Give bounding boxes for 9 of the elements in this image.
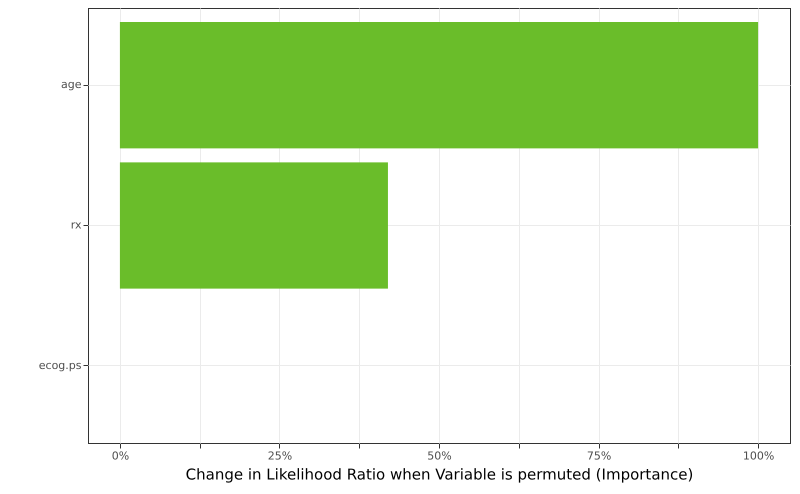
- x-tick-label: 50%: [427, 450, 452, 462]
- y-tick-label: age: [61, 78, 82, 92]
- x-tick-label: 75%: [586, 450, 612, 462]
- x-tick-label: 100%: [742, 450, 774, 462]
- y-tick-label: ecog.ps: [38, 358, 82, 372]
- x-tick-label: 0%: [112, 450, 130, 462]
- x-tick-label: 25%: [268, 450, 292, 462]
- x-axis-title: Change in Likelihood Ratio when Variable is permuted (Importance): [186, 466, 694, 484]
- y-tick-label: rx: [70, 218, 82, 232]
